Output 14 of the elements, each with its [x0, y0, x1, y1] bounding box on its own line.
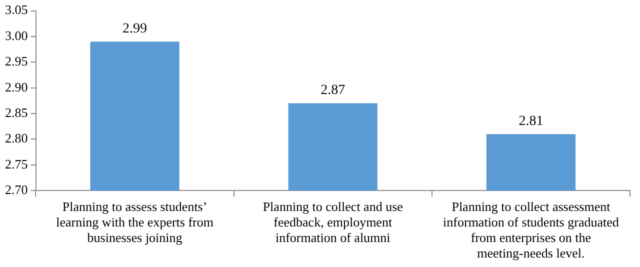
- y-tick-label: 2.80: [5, 130, 28, 146]
- x-tick-label: Planning to collect assessment information of students graduated from enterprises on the meeting-needs level.: [443, 198, 620, 261]
- y-tick-label: 2.75: [5, 156, 28, 172]
- x-tick-label: Planning to collect and use feedback, employment information of alumni: [262, 198, 404, 246]
- y-tick-label: 3.05: [5, 2, 28, 18]
- x-tick-label: Planning to assess students’ learning with the experts from businesses joining: [56, 198, 214, 246]
- y-tick-label: 2.70: [5, 182, 28, 198]
- data-label: 2.81: [518, 114, 544, 129]
- y-tick-label: 3.00: [5, 28, 28, 43]
- y-tick-label: 2.95: [5, 54, 28, 69]
- data-label: 2.87: [320, 82, 346, 98]
- y-tick-label: 2.90: [5, 79, 28, 94]
- y-tick-label: 2.85: [5, 104, 28, 120]
- data-label: 2.99: [122, 21, 148, 36]
